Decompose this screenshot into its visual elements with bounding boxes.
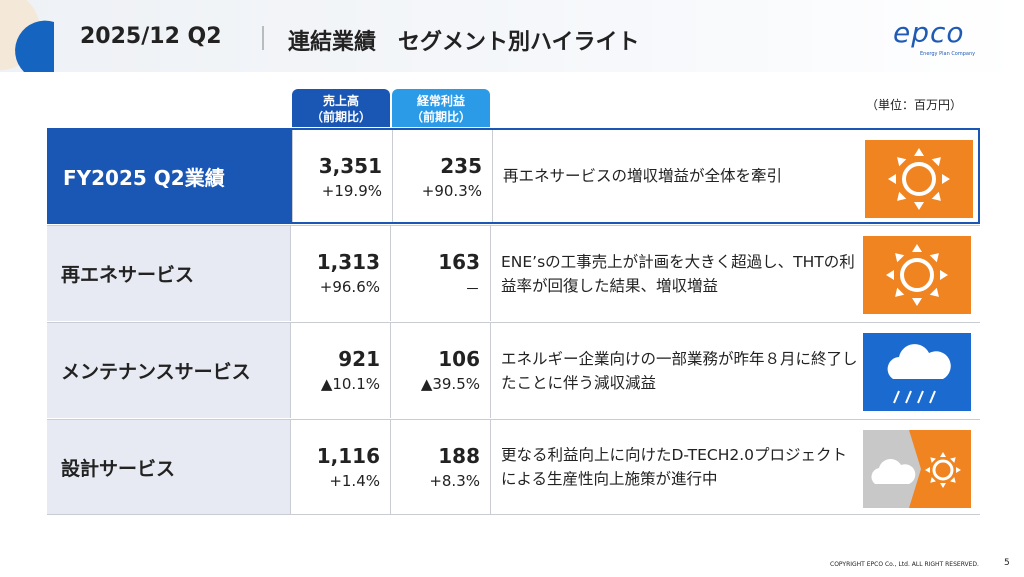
profit-change: － xyxy=(464,280,480,298)
sales-cell: 1,313 +96.6% xyxy=(290,226,390,321)
profit: 235 xyxy=(440,154,482,178)
weather-icon xyxy=(863,236,971,314)
comment: 更なる利益向上に向けたD-TECH2.0プロジェクトによる生産性向上施策が進行中 xyxy=(490,420,860,514)
sales: 1,313 xyxy=(316,250,380,274)
profit-change: ▲39.5% xyxy=(420,375,480,393)
decoration xyxy=(0,0,54,72)
logo: epco xyxy=(893,16,965,49)
comment: 再エネサービスの増収増益が全体を牽引 xyxy=(492,130,862,222)
weather-icon xyxy=(863,430,971,508)
profit-change: +8.3% xyxy=(429,472,480,490)
header-band xyxy=(0,0,1024,72)
title: 連結業績 セグメント別ハイライト xyxy=(288,30,640,55)
row-label: FY2025 Q2業績 xyxy=(49,130,292,222)
comment-text: ENE’sの工事売上が計画を大きく超過し、THTの利益率が回復した結果、増収増益 xyxy=(501,252,855,295)
table-row: メンテナンスサービス 921 ▲10.1% 106 ▲39.5% エネルギー企業向け… xyxy=(47,322,980,418)
column-name: 経常利益 xyxy=(416,94,465,108)
sales: 3,351 xyxy=(318,154,382,178)
row-label: メンテナンスサービス xyxy=(47,323,290,418)
row-label: 再エネサービス xyxy=(47,226,290,321)
column-sub: （前期比） xyxy=(310,110,371,124)
logo-tagline: Energy Plan Company xyxy=(920,51,976,57)
period: 2025/12 Q2 xyxy=(80,24,222,49)
table-row: 再エネサービス 1,313 +96.6% 163 － ENE’sの工事売上が計画を大… xyxy=(47,225,980,321)
sales: 921 xyxy=(338,347,380,371)
page-number: 5 xyxy=(1004,558,1010,568)
profit: 188 xyxy=(438,444,480,468)
weather-icon xyxy=(865,140,973,218)
sales-change: ▲10.1% xyxy=(320,375,380,393)
comment-text: 再エネサービスの増収増益が全体を牽引 xyxy=(503,167,783,185)
profit-change: +90.3% xyxy=(421,182,482,200)
profit-cell: 188 +8.3% xyxy=(390,420,490,514)
column-name: 売上高 xyxy=(322,94,359,108)
sales-change: +1.4% xyxy=(329,472,380,490)
profit-cell: 163 － xyxy=(390,226,490,321)
comment: ENE’sの工事売上が計画を大きく超過し、THTの利益率が回復した結果、増収増益 xyxy=(490,226,860,321)
row-label: 設計サービス xyxy=(47,420,290,514)
profit-cell: 235 +90.3% xyxy=(392,130,492,222)
column-sub: （前期比） xyxy=(410,110,471,124)
table-row: FY2025 Q2業績 3,351 +19.9% 235 +90.3% 再エネサービ… xyxy=(47,128,980,224)
profit-cell: 106 ▲39.5% xyxy=(390,323,490,418)
separator xyxy=(262,26,264,50)
comment-text: エネルギー企業向けの一部業務が昨年８月に終了したことに伴う減収減益 xyxy=(501,349,858,392)
sales-cell: 921 ▲10.1% xyxy=(290,323,390,418)
column-header: 売上高 （前期比） xyxy=(292,89,390,127)
unit: （単位：百万円） xyxy=(866,98,963,112)
comment: エネルギー企業向けの一部業務が昨年８月に終了したことに伴う減収減益 xyxy=(490,323,860,418)
comment-text: 更なる利益向上に向けたD-TECH2.0プロジェクトによる生産性向上施策が進行中 xyxy=(501,446,847,488)
column-header: 経常利益 （前期比） xyxy=(392,89,490,127)
sales: 1,116 xyxy=(316,444,380,468)
sales-change: +19.9% xyxy=(321,182,382,200)
profit: 163 xyxy=(438,250,480,274)
sales-cell: 3,351 +19.9% xyxy=(292,130,392,222)
weather-icon xyxy=(863,333,971,411)
copyright: COPYRIGHT EPCO Co., Ltd. ALL RIGHT RESER… xyxy=(830,561,979,568)
sales-cell: 1,116 +1.4% xyxy=(290,420,390,514)
table-row: 設計サービス 1,116 +1.4% 188 +8.3% 更なる利益向上に向けたD-… xyxy=(47,419,980,515)
profit: 106 xyxy=(438,347,480,371)
sales-change: +96.6% xyxy=(319,278,380,296)
